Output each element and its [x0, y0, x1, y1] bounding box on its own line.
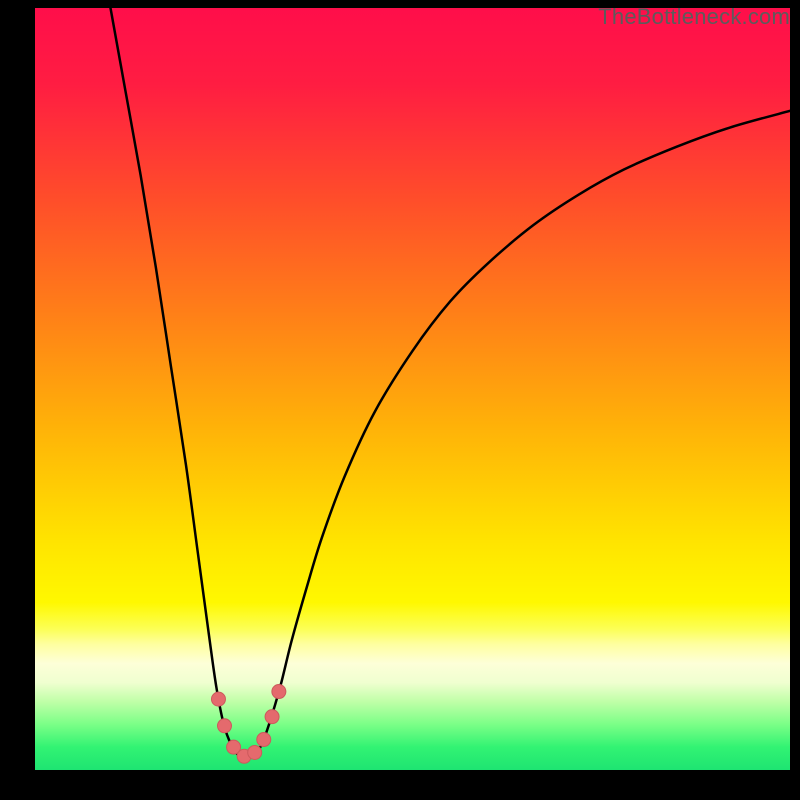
- marker-dot: [265, 710, 279, 724]
- marker-dot: [257, 733, 271, 747]
- plot-area: [35, 8, 790, 770]
- chart-svg: [35, 8, 790, 770]
- marker-dot: [211, 692, 225, 706]
- marker-dot: [248, 745, 262, 759]
- v-curve-path: [111, 8, 791, 757]
- watermark-text: TheBottleneck.com: [598, 4, 790, 30]
- marker-dot: [272, 685, 286, 699]
- marker-dot: [218, 719, 232, 733]
- marker-group: [211, 685, 285, 764]
